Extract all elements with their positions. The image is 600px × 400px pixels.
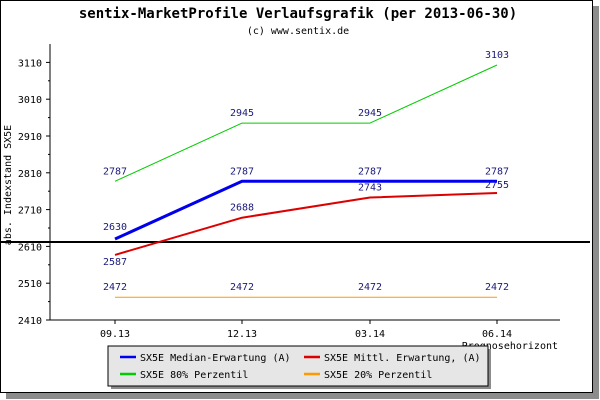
x-tick-label: 06.14 — [482, 329, 512, 340]
data-label: 2472 — [358, 282, 382, 293]
data-label: 2945 — [358, 108, 382, 119]
data-label: 2587 — [103, 257, 127, 268]
x-axis-label: Prognosehorizont — [462, 341, 558, 352]
chart-frame — [0, 0, 593, 393]
data-label: 2472 — [485, 282, 509, 293]
data-label: 2787 — [103, 166, 127, 177]
y-tick-label: 2510 — [18, 279, 42, 290]
data-label: 2787 — [485, 166, 509, 177]
data-label: 2630 — [103, 222, 127, 233]
data-label: 2787 — [230, 166, 254, 177]
x-tick-label: 09.13 — [100, 329, 130, 340]
legend: SX5E Median-Erwartung (A) SX5E Mittl. Erw… — [107, 345, 491, 389]
y-tick-label: 3010 — [18, 95, 42, 106]
data-label: 3103 — [485, 50, 509, 61]
legend-label: SX5E Mittl. Erwartung, (A) — [324, 353, 481, 364]
y-tick-label: 2610 — [18, 242, 42, 253]
legend-label: SX5E 20% Perzentil — [324, 370, 432, 381]
data-label: 2472 — [103, 282, 127, 293]
data-label: 2787 — [358, 166, 382, 177]
data-label: 2945 — [230, 108, 254, 119]
y-tick-label: 3110 — [18, 58, 42, 69]
series-line — [114, 192, 498, 256]
data-label: 2688 — [230, 203, 254, 214]
legend-label: SX5E Median-Erwartung (A) — [140, 353, 291, 364]
series-line — [114, 179, 497, 241]
chart-subtitle: (c) www.sentix.de — [247, 26, 349, 37]
y-tick-label: 2410 — [18, 316, 42, 327]
data-label: 2472 — [230, 282, 254, 293]
data-label: 2743 — [358, 182, 382, 193]
legend-label: SX5E 80% Perzentil — [140, 370, 248, 381]
y-tick-label: 2810 — [18, 169, 42, 180]
legend-box — [107, 345, 489, 387]
y-tick-label: 2910 — [18, 132, 42, 143]
x-tick-label: 03.14 — [355, 329, 385, 340]
chart-title: sentix-MarketProfile Verlaufsgrafik (per… — [79, 6, 517, 22]
data-label: 2755 — [485, 180, 509, 191]
plot-area: 2410 2510 2610 2710 2810 2910 3010 3110 09.13 12.… — [0, 44, 590, 340]
x-tick-label: 12.13 — [227, 329, 257, 340]
y-axis-label: abs. Indexstand SX5E — [3, 125, 14, 245]
series-line — [114, 64, 498, 182]
y-tick-label: 2710 — [18, 206, 42, 217]
